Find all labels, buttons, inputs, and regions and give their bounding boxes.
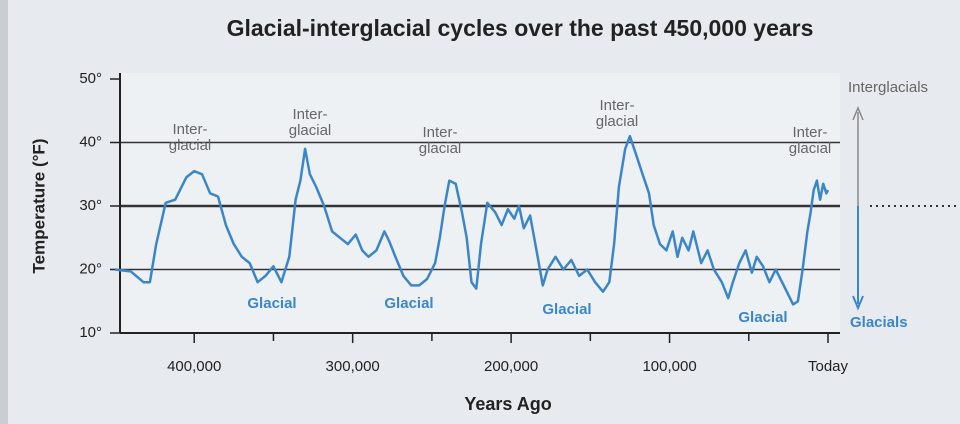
- glacial-label: Glacial: [542, 301, 591, 318]
- x-tick-label: 200,000: [484, 358, 538, 375]
- interglacial-label: Inter-: [422, 124, 457, 141]
- interglacial-label: Inter-: [792, 124, 827, 141]
- glacial-label: Glacial: [247, 295, 296, 312]
- y-tick-label: 30°: [79, 197, 102, 214]
- interglacials-label: Interglacials: [848, 79, 928, 96]
- chart-title: Glacial-interglacial cycles over the pas…: [227, 15, 814, 41]
- interglacial-label: Inter-: [292, 106, 327, 123]
- y-tick-label: 10°: [79, 324, 102, 341]
- temperature-line: [114, 134, 830, 306]
- x-axis-label: Years Ago: [464, 394, 551, 414]
- x-tick-label: Today: [808, 358, 849, 375]
- interglacial-label: glacial: [419, 140, 462, 157]
- glacials-label: Glacials: [850, 314, 908, 331]
- interglacial-label: glacial: [289, 122, 332, 139]
- plot-area: [120, 73, 840, 333]
- interglacial-label: glacial: [169, 137, 212, 154]
- glacial-arrowhead: [852, 295, 864, 311]
- left-strip: [0, 0, 8, 424]
- y-tick-label: 50°: [79, 70, 102, 87]
- interglacial-label: glacial: [596, 113, 639, 130]
- x-tick-label: 300,000: [326, 358, 380, 375]
- x-tick-label: 400,000: [167, 358, 221, 375]
- glacial-label: Glacial: [384, 295, 433, 312]
- y-tick-label: 40°: [79, 133, 102, 150]
- interglacial-label: glacial: [789, 140, 832, 157]
- y-axis-label: Temperature (°F): [29, 139, 48, 274]
- y-tick-label: 20°: [79, 260, 102, 277]
- x-tick-label: 100,000: [642, 358, 696, 375]
- glacial-label: Glacial: [738, 309, 787, 326]
- interglacial-label: Inter-: [599, 97, 634, 114]
- interglacial-arrowhead: [852, 106, 864, 121]
- interglacial-label: Inter-: [172, 121, 207, 138]
